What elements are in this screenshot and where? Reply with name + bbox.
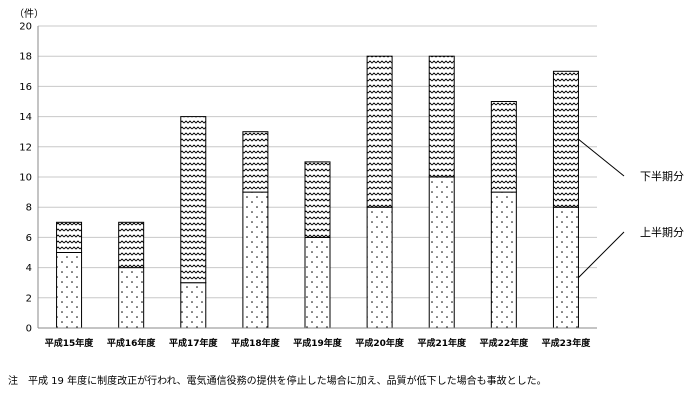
y-unit-label: （件） <box>14 8 44 20</box>
bar-segment-second-half <box>552 70 579 208</box>
x-category-label: 平成21年度 <box>417 337 467 349</box>
x-category-label: 平成19年度 <box>293 337 343 349</box>
legend-label: 下半期分 <box>640 169 684 183</box>
bar-segment-first-half <box>366 206 393 329</box>
bar-segment-first-half <box>490 191 517 329</box>
x-category-label: 平成23年度 <box>542 337 592 349</box>
bar-segment-first-half <box>428 176 455 329</box>
bar-layer <box>56 55 579 329</box>
bar-segment-first-half <box>242 191 269 329</box>
legend-label: 上半期分 <box>640 225 684 239</box>
bar-segment-second-half <box>56 221 83 254</box>
bar-segment-first-half <box>552 206 579 329</box>
bar-segment-second-half <box>366 55 393 208</box>
y-tick-label: 18 <box>19 52 32 63</box>
y-tick-label: 10 <box>19 173 32 184</box>
y-tick-label: 4 <box>26 263 32 274</box>
bar-segment-first-half <box>118 267 145 329</box>
bar-segment-second-half <box>118 221 145 269</box>
y-tick-label: 0 <box>26 324 32 335</box>
bar-segment-first-half <box>180 282 207 329</box>
y-tick-label: 6 <box>26 233 32 244</box>
x-category-label: 平成17年度 <box>169 337 219 349</box>
bar-segment-second-half <box>242 131 269 193</box>
bar-segment-first-half <box>56 252 83 329</box>
legend-leader-line <box>578 138 625 177</box>
x-category-label: 平成16年度 <box>107 337 157 349</box>
bar-segment-second-half <box>304 161 331 238</box>
y-tick-label: 12 <box>19 142 32 153</box>
y-tick-label: 8 <box>26 203 32 214</box>
bar-segment-second-half <box>180 116 207 284</box>
bar-segment-first-half <box>304 236 331 329</box>
y-tick-label: 20 <box>19 22 32 33</box>
footnote: 注 平成 19 年度に制度改正が行われ、電気通信役務の提供を停止した場合に加え、… <box>8 376 547 387</box>
bar-segment-second-half <box>428 55 455 178</box>
bar-segment-second-half <box>490 101 517 193</box>
x-category-label: 平成22年度 <box>480 337 530 349</box>
x-category-label: 平成15年度 <box>45 337 95 349</box>
legend-leader-line <box>578 231 625 278</box>
y-tick-label: 2 <box>26 293 32 304</box>
x-category-label: 平成18年度 <box>231 337 281 349</box>
y-tick-label: 16 <box>19 82 32 93</box>
y-tick-label: 14 <box>19 112 32 123</box>
x-category-label: 平成20年度 <box>355 337 405 349</box>
